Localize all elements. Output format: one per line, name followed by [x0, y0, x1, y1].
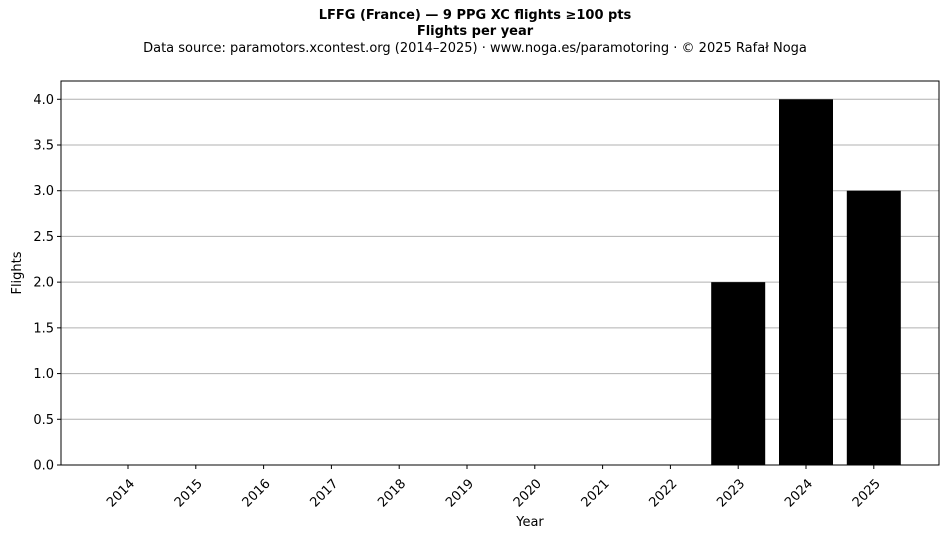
- y-tick-label: 1.5: [33, 321, 54, 336]
- x-tick-label: 2021: [579, 476, 613, 510]
- y-tick-label: 2.5: [33, 230, 54, 245]
- y-axis: 0.0 0.5 1.0 1.5 2.0 2.5 3.0 3.5 4.0: [33, 93, 61, 474]
- x-tick-label: 2019: [443, 476, 477, 510]
- x-axis: 2014 2015 2016 2017 2018 2019 2020 2021 2022 2023…: [104, 465, 884, 510]
- bar-2024: [779, 99, 833, 466]
- x-tick-label: 2016: [240, 476, 274, 510]
- x-axis-label: Year: [515, 515, 544, 530]
- y-tick-label: 3.5: [33, 139, 54, 154]
- y-tick-label: 4.0: [33, 93, 54, 108]
- x-tick-label: 2025: [850, 476, 884, 510]
- y-tick-label: 3.0: [33, 184, 54, 199]
- x-tick-label: 2022: [646, 476, 680, 510]
- bar-2025: [846, 190, 901, 465]
- y-tick-label: 0.5: [33, 413, 54, 428]
- x-tick-label: 2020: [511, 476, 545, 510]
- plot-frame: [60, 80, 940, 466]
- chart-title: LFFG (France) — 9 PPG XC flights ≥100 pt…: [318, 8, 632, 23]
- bar-layer: [711, 99, 901, 466]
- chart-subtitle: Data source: paramotors.xcontest.org (20…: [143, 41, 807, 56]
- x-tick-label: 2018: [375, 476, 409, 510]
- y-tick-label: 0.0: [33, 459, 54, 474]
- y-axis-label: Flights: [10, 251, 25, 294]
- bar-2023: [711, 282, 766, 465]
- x-tick-label: 2023: [714, 476, 748, 510]
- y-tick-label: 2.0: [33, 276, 54, 291]
- chart-title-block: LFFG (France) — 9 PPG XC flights ≥100 pt…: [0, 8, 950, 57]
- y-tick-label: 1.0: [33, 367, 54, 382]
- chart-title-secondary: Flights per year: [416, 24, 534, 39]
- x-tick-label: 2024: [782, 476, 816, 510]
- x-tick-label: 2015: [172, 476, 206, 510]
- x-tick-label: 2014: [104, 476, 138, 510]
- x-tick-label: 2017: [307, 476, 341, 510]
